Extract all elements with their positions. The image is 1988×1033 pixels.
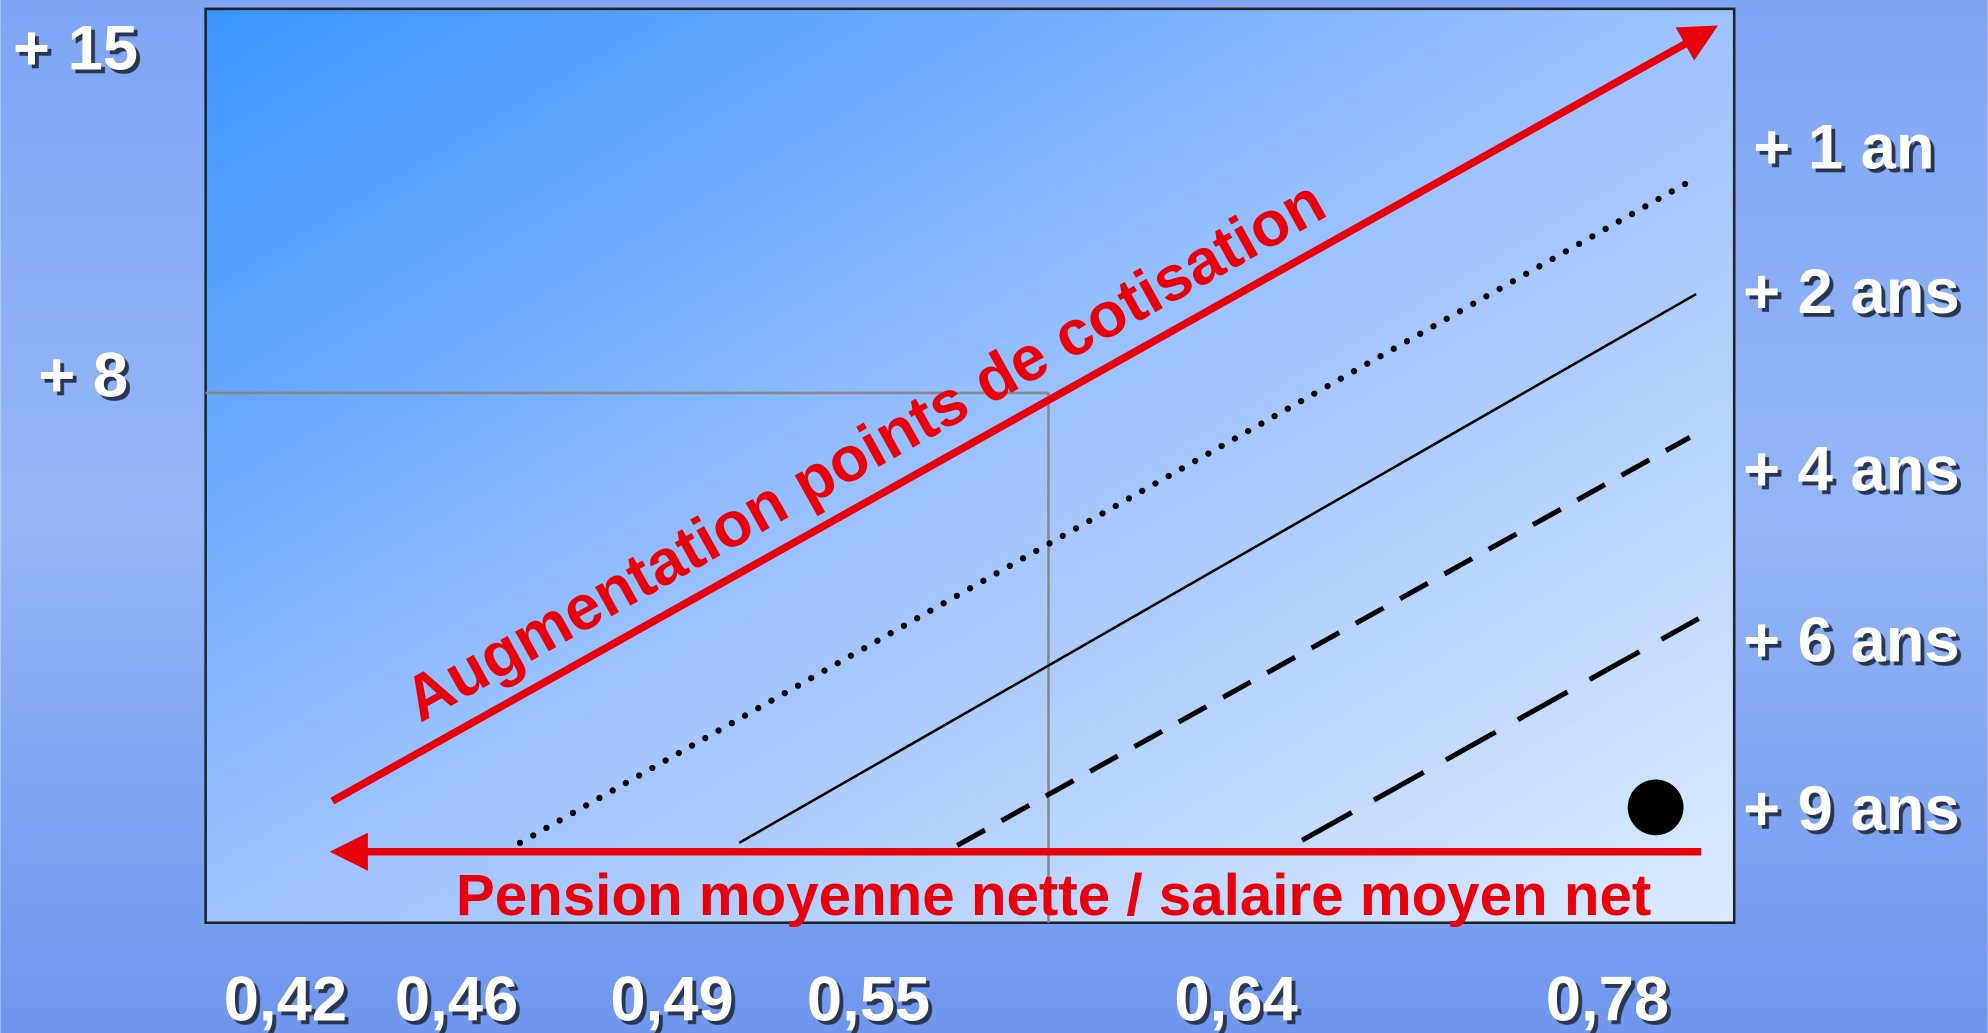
x-label: 0,49 [610,964,733,1033]
right-label: + 2 ans [1743,257,1960,327]
x-label: 0,42 [224,964,347,1033]
horizontal-arrow-label: Pension moyenne nette / salaire moyen ne… [456,863,1651,928]
diagonal-arrow [330,25,1719,805]
x-label: 0,55 [807,964,930,1033]
y-label: + 8 [38,341,128,411]
x-label: 0,78 [1546,964,1669,1033]
long-dashed-line [1300,616,1700,843]
y-label: + 15 [13,14,138,84]
x-label: 0,64 [1174,964,1297,1033]
right-label: + 1 an [1753,113,1934,183]
x-label: 0,46 [395,964,518,1033]
right-label: + 4 ans [1743,435,1960,505]
right-label: + 6 ans [1743,606,1960,676]
dotted-line [516,178,1694,847]
dashed-line [956,435,1692,848]
right-label: + 9 ans [1743,774,1960,844]
dot [1627,779,1684,836]
solid-line [738,292,1697,844]
